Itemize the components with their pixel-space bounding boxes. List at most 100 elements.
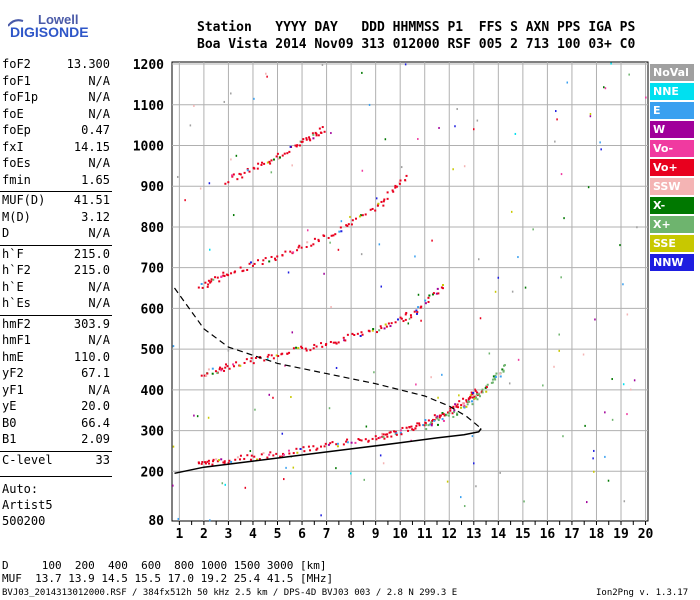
trace-point — [364, 213, 367, 216]
trace-point — [282, 453, 285, 456]
noise-dot — [517, 256, 519, 259]
param-value: 110.0 — [73, 349, 110, 364]
trace-point — [230, 460, 233, 463]
trace-point — [410, 316, 413, 319]
trace-point — [439, 414, 442, 417]
trace-point — [404, 313, 407, 316]
noise-dot — [365, 425, 368, 428]
trace-point — [206, 460, 209, 463]
trace-point — [315, 345, 318, 348]
trace-point — [442, 413, 445, 416]
noise-dot — [430, 376, 432, 379]
trace-point — [394, 431, 397, 434]
trace-point — [378, 329, 381, 332]
trace-point — [312, 347, 315, 350]
trace-point — [382, 200, 385, 203]
trace-point — [311, 132, 314, 135]
trace-point — [269, 162, 272, 165]
trace-point — [486, 383, 489, 386]
noise-dot — [408, 317, 411, 320]
trace-point — [449, 409, 452, 412]
trace-point — [430, 422, 433, 425]
trace-point — [322, 234, 325, 237]
trace-point — [389, 431, 392, 434]
trace-point — [335, 342, 338, 345]
noise-dot — [477, 258, 480, 261]
trace-point — [283, 152, 286, 155]
param-separator — [0, 476, 112, 477]
trace-point — [386, 197, 389, 200]
x-tick-label: 20 — [638, 527, 654, 542]
noise-dot — [611, 378, 613, 381]
param-value: 13.300 — [66, 57, 110, 71]
noise-dot — [479, 317, 482, 320]
trace-point — [367, 440, 370, 443]
trace-point — [281, 455, 284, 458]
noise-dot — [584, 424, 586, 427]
trace-point — [324, 442, 327, 445]
trace-point — [418, 422, 421, 425]
param-value: N/A — [88, 382, 110, 397]
param-name: hmF1 — [2, 333, 31, 347]
noise-dot — [628, 73, 630, 76]
param-row: foF1 N/A — [2, 74, 110, 90]
param-row: D N/A — [2, 226, 110, 242]
param-value: 2.09 — [81, 432, 110, 446]
trace-point — [386, 191, 389, 194]
trace-point — [400, 433, 403, 436]
trace-point — [268, 260, 271, 263]
param-name: B0 — [2, 415, 17, 430]
noise-dot — [244, 486, 247, 489]
trace-point — [431, 418, 434, 421]
trace-point — [270, 255, 273, 258]
param-value: N/A — [88, 73, 110, 88]
legend-item: E — [650, 102, 694, 119]
trace-point — [220, 369, 223, 372]
trace-point — [424, 302, 427, 305]
virtual-height-profile — [174, 428, 482, 475]
trace-point — [371, 437, 374, 440]
trace-point — [309, 139, 312, 142]
param-row: foEs N/A — [2, 156, 110, 172]
trace-point — [490, 381, 493, 384]
trace-point — [404, 318, 407, 321]
param-row: C-level 33 — [2, 453, 110, 469]
param-value: 303.9 — [73, 316, 110, 331]
noise-dot — [172, 484, 174, 487]
trace-point — [217, 459, 220, 462]
trace-point — [223, 461, 226, 464]
trace-point — [292, 251, 295, 254]
param-row: foE N/A — [2, 107, 110, 123]
param-row: yF2 67.1 — [2, 366, 110, 382]
noise-dot — [268, 393, 271, 396]
trace-point — [458, 400, 461, 403]
footer-version: Ion2Png v. 1.3.17 — [596, 588, 689, 598]
trace-point — [204, 461, 207, 464]
noise-dot — [193, 414, 195, 417]
trace-point — [344, 339, 347, 342]
trace-point — [216, 276, 219, 279]
trace-point — [375, 438, 378, 441]
trace-point — [478, 393, 481, 396]
trace-point — [411, 428, 414, 431]
param-row: h`F 215.0 — [2, 247, 110, 263]
trace-point — [398, 182, 401, 185]
trace-point — [481, 388, 484, 391]
trace-point — [456, 413, 459, 416]
param-row: h`Es N/A — [2, 296, 110, 312]
trace-point — [212, 460, 215, 463]
trace-point — [302, 446, 305, 449]
noise-dot — [232, 214, 235, 217]
trace-point — [474, 394, 477, 397]
noise-dot — [349, 472, 352, 475]
trace-point — [284, 250, 287, 253]
trace-point — [261, 161, 264, 164]
trace-point — [424, 421, 427, 424]
noise-dot — [629, 388, 632, 391]
trace-point — [395, 432, 398, 435]
trace-point — [427, 419, 430, 422]
trace-point — [455, 405, 458, 408]
trace-point — [220, 275, 223, 278]
trace-point — [224, 182, 227, 185]
